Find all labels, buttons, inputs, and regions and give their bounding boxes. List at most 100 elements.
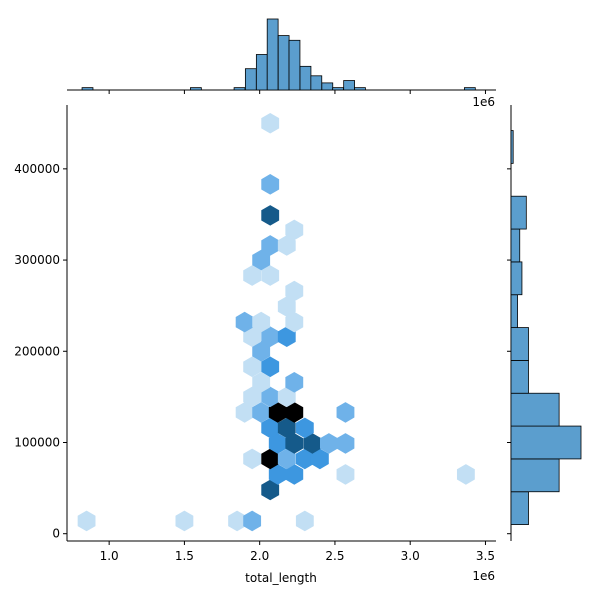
top-histogram-offset-label: 1e6 [472,95,495,109]
hexbin-25 [268,402,287,423]
hexbin-35 [252,340,271,362]
hexbin-44 [243,265,262,286]
hexbin-4 [295,510,314,532]
hexbin-49 [285,219,304,241]
top-histogram-bar-14 [463,87,476,91]
hexbin-51 [261,174,280,195]
hexbin-46 [252,249,271,271]
right-histogram-bar-3 [510,392,560,427]
top-histogram-bar-1 [190,87,202,91]
x-tick-label-4: 3.0 [401,549,420,563]
hexbin-37 [261,326,280,347]
y-ticks: 0 100000 200000 300000 400000 [14,162,511,541]
hexbin-26 [285,402,304,423]
x-tick-label-5: 3.5 [476,549,495,563]
y-tick-label-3: 300000 [14,253,60,267]
hexbin-31 [252,371,271,393]
y-tick-label-2: 200000 [14,344,60,358]
hexbin-29 [261,386,280,408]
hexbin-42 [277,296,296,317]
hexbin-14 [310,448,329,470]
hexbin-36 [243,326,262,347]
hexbin-45 [261,265,280,286]
axes [66,105,496,542]
x-tick-label-3: 2.5 [325,549,344,563]
top-histogram-bar-2 [233,87,246,91]
hexbin-34 [261,356,280,378]
y-marginal-histogram [510,105,582,541]
hexbin-24 [252,402,271,423]
y-tick-label-4: 400000 [14,162,60,176]
right-histogram-bar-2 [510,425,582,460]
right-histogram-bar-11 [510,130,514,164]
hexbin-13 [295,448,314,470]
hexbin-28 [243,386,262,408]
hexbin-7 [285,464,304,485]
top-histogram-bar-5 [266,18,279,91]
hexbin-plot-area [77,112,475,532]
top-histogram-bar-8 [299,65,312,91]
hexbin-39 [235,311,254,333]
hexbin-5 [261,479,280,501]
hexbin-19 [336,433,355,454]
x-tick-label-2: 2.0 [250,549,269,563]
top-histogram-bar-4 [255,54,268,91]
hexbin-16 [285,433,304,454]
right-histogram-bar-4 [510,359,529,394]
hexbin-50 [261,205,280,226]
right-histogram-bar-5 [510,327,529,361]
hexbin-0 [77,510,96,532]
hexbin-21 [277,417,296,439]
hexbin-20 [261,417,280,439]
hexbin-15 [268,433,287,454]
hexbin-30 [277,386,296,408]
y-tick-label-1: 100000 [14,435,60,449]
hexbin-47 [261,235,280,256]
hexbin-6 [268,464,287,485]
hexbin-3 [243,510,262,532]
hexbin-1 [175,510,194,532]
right-histogram-bar-0 [510,491,529,525]
y-tick-label-0: 0 [52,527,60,541]
hexbin-11 [261,448,280,470]
hexbin-32 [285,371,304,393]
top-histogram-bar-12 [343,80,355,91]
top-histogram-bar-10 [321,82,334,91]
hexbin-9 [456,464,475,485]
hexbin-2 [228,510,247,532]
hexbin-48 [277,235,296,256]
hexbin-52 [261,112,280,134]
hexbin-18 [320,433,338,454]
top-histogram-bar-0 [81,87,94,91]
hexbin-17 [303,433,322,454]
x-axis-label: total_length [245,571,317,585]
right-histogram-bar-1 [510,458,560,493]
top-histogram-bar-7 [288,39,301,91]
hexbin-40 [252,311,271,333]
x-tick-label-1: 1.5 [175,549,194,563]
hexbin-22 [295,417,314,439]
top-histogram-bar-9 [310,75,323,91]
hexbin-12 [277,448,296,470]
right-histogram-bar-8 [510,228,521,263]
x-axis-offset-label: 1e6 [472,569,495,583]
right-histogram-bar-7 [510,261,523,296]
hexbin-10 [243,448,262,470]
hexbin-23 [235,402,254,423]
top-histogram-bar-11 [332,87,344,91]
hexbin-8 [336,464,355,485]
x-ticks: 1.0 1.5 2.0 2.5 3.0 3.5 [100,90,495,563]
x-tick-label-0: 1.0 [100,549,119,563]
x-marginal-histogram [67,18,496,91]
hexbin-38 [277,326,296,347]
right-histogram-bar-9 [510,195,527,230]
hexbin-43 [285,280,304,302]
hexbin-27 [336,402,355,423]
top-histogram-bar-3 [244,68,257,91]
top-histogram-bar-6 [277,35,290,91]
hexbin-33 [243,356,262,378]
hexbin-41 [285,311,304,333]
right-histogram-bar-6 [510,294,518,328]
top-histogram-bar-13 [354,87,366,91]
